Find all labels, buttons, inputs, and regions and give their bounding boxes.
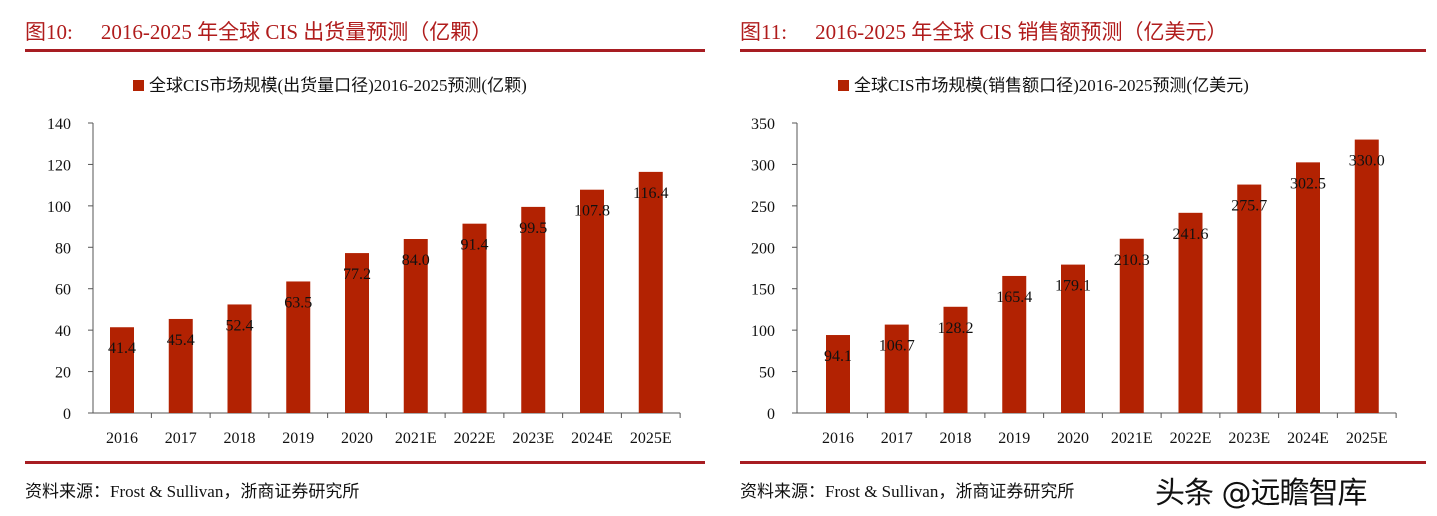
bar-2019 (286, 281, 311, 413)
figure-number: 图10: (25, 20, 73, 44)
bar-2021E (403, 239, 428, 413)
data-label: 91.4 (461, 237, 489, 254)
data-label: 210.3 (1114, 252, 1150, 269)
y-tick-label: 120 (47, 157, 71, 174)
bar-2016 (110, 327, 134, 413)
x-tick-label: 2024E (571, 430, 613, 447)
figure-title-text: 2016-2025 年全球 CIS 出货量预测（亿颗） (100, 20, 493, 44)
legend-label: 全球CIS市场规模(出货量口径)2016-2025预测(亿颗) (149, 76, 527, 95)
bar-2020 (345, 253, 369, 413)
x-tick-label: 2019 (998, 430, 1030, 447)
y-tick-label: 80 (55, 240, 71, 257)
y-tick-label: 100 (751, 323, 775, 340)
data-label: 275.7 (1231, 198, 1267, 215)
y-tick-label: 300 (751, 157, 775, 174)
x-tick-label: 2025E (630, 430, 672, 447)
data-label: 63.5 (284, 294, 312, 311)
bar-2017 (168, 318, 193, 413)
bar-2024E (580, 189, 604, 413)
x-tick-label: 2023E (1228, 430, 1270, 447)
y-tick-label: 0 (767, 406, 775, 423)
bar-2021E (1119, 238, 1144, 413)
y-tick-label: 0 (63, 406, 71, 423)
figure-number: 图11: (740, 20, 788, 44)
source-rule (740, 461, 1426, 464)
x-tick-label: 2020 (341, 430, 373, 447)
legend-swatch (838, 80, 849, 91)
data-label: 165.4 (996, 289, 1032, 306)
y-tick-label: 60 (55, 282, 71, 299)
data-label: 179.1 (1055, 278, 1091, 295)
figure-title-text: 2016-2025 年全球 CIS 销售额预测（亿美元） (815, 20, 1228, 44)
figure-title: 图11: 2016-2025 年全球 CIS 销售额预测（亿美元） (740, 16, 1227, 46)
bar-2022E (1178, 212, 1203, 413)
figure-title: 图10: 2016-2025 年全球 CIS 出货量预测（亿颗） (25, 16, 492, 46)
data-label: 41.4 (108, 340, 136, 357)
title-rule (740, 49, 1426, 52)
source-note: 资料来源：Frost & Sullivan，浙商证券研究所 (740, 482, 1075, 501)
x-tick-label: 2016 (106, 430, 138, 447)
x-tick-label: 2022E (454, 430, 496, 447)
y-tick-label: 200 (751, 240, 775, 257)
x-tick-label: 2023E (512, 430, 554, 447)
source-rule (25, 461, 705, 464)
data-label: 330.0 (1349, 153, 1385, 170)
y-tick-label: 150 (751, 282, 775, 299)
y-tick-label: 100 (47, 199, 71, 216)
y-tick-label: 350 (751, 116, 775, 133)
watermark: 头条 @远瞻智库 (1155, 476, 1368, 511)
data-label: 94.1 (824, 348, 852, 365)
bar-2025E (1354, 139, 1379, 414)
figure-10-panel: 图10: 2016-2025 年全球 CIS 出货量预测（亿颗） 资料来源：Fro… (25, 0, 705, 516)
x-tick-label: 2017 (881, 430, 913, 447)
x-tick-label: 2018 (940, 430, 972, 447)
data-label: 99.5 (519, 220, 547, 237)
data-label: 241.6 (1173, 226, 1209, 243)
bar-2022E (462, 223, 487, 413)
legend-swatch (133, 80, 144, 91)
x-tick-label: 2021E (1111, 430, 1153, 447)
x-tick-label: 2021E (395, 430, 437, 447)
source-note: 资料来源：Frost & Sullivan，浙商证券研究所 (25, 482, 360, 501)
bar-2025E (638, 171, 663, 413)
x-tick-label: 2022E (1170, 430, 1212, 447)
data-label: 302.5 (1290, 175, 1326, 192)
x-tick-label: 2017 (165, 430, 197, 447)
x-tick-label: 2024E (1287, 430, 1329, 447)
x-tick-label: 2025E (1346, 430, 1388, 447)
data-label: 107.8 (574, 203, 610, 220)
bar-2020 (1061, 264, 1085, 413)
y-tick-label: 250 (751, 199, 775, 216)
bar-2024E (1296, 162, 1320, 413)
y-tick-label: 140 (47, 116, 71, 133)
x-tick-label: 2016 (822, 430, 854, 447)
data-label: 52.4 (226, 317, 254, 334)
bar-2016 (826, 335, 850, 413)
bar-2018 (227, 304, 252, 413)
y-tick-label: 40 (55, 323, 71, 340)
title-rule (25, 49, 705, 52)
data-label: 77.2 (343, 266, 371, 283)
data-label: 84.0 (402, 252, 430, 269)
bar-2023E (1237, 184, 1262, 413)
bar-2017 (884, 324, 909, 413)
figure-11-panel: 图11: 2016-2025 年全球 CIS 销售额预测（亿美元） 资料来源：Fr… (740, 0, 1426, 516)
bar-2018 (943, 306, 968, 413)
x-tick-label: 2019 (282, 430, 314, 447)
x-tick-label: 2020 (1057, 430, 1089, 447)
data-label: 106.7 (879, 338, 915, 355)
data-label: 116.4 (633, 185, 668, 202)
y-tick-label: 50 (759, 365, 775, 382)
bar-2019 (1002, 275, 1027, 413)
data-label: 128.2 (938, 320, 974, 337)
bar-2023E (521, 206, 546, 413)
data-label: 45.4 (167, 332, 195, 349)
y-tick-label: 20 (55, 365, 71, 382)
x-tick-label: 2018 (224, 430, 256, 447)
legend-label: 全球CIS市场规模(销售额口径)2016-2025预测(亿美元) (854, 76, 1249, 95)
